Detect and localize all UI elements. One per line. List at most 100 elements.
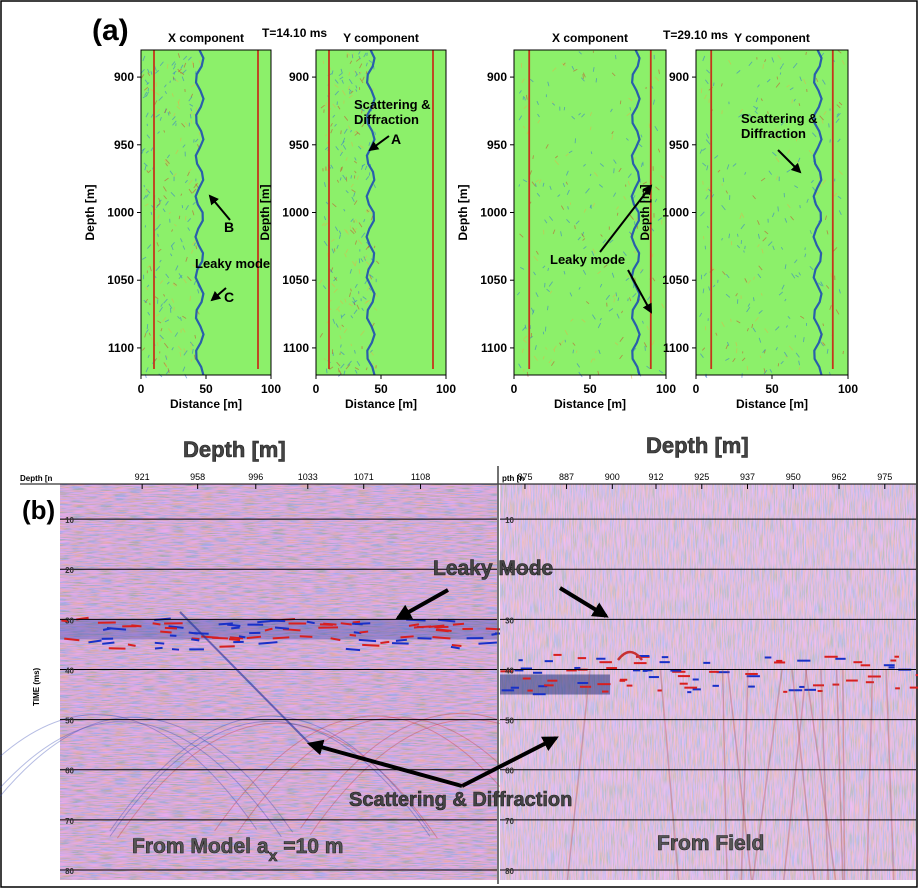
wave-texture [760,98,763,102]
wave-texture [324,182,326,188]
wave-texture [179,137,182,142]
y-tick-label: 900 [487,70,507,84]
wave-texture [533,355,538,361]
wave-texture [163,195,167,200]
wave-texture [748,113,752,117]
wave-texture [337,105,341,110]
wave-texture [147,354,150,359]
scatter-event [835,669,844,881]
wave-texture [798,272,801,276]
wave-texture [657,148,661,153]
y-tick-label: 1100 [481,341,507,355]
wave-texture [706,69,711,74]
wave-texture [373,245,376,249]
depth-tick-label: 975 [877,472,892,482]
wave-texture [518,184,521,187]
wave-texture [181,123,186,128]
wave-texture [651,253,654,258]
x-tick-label: 100 [261,382,281,396]
wave-texture [533,271,536,276]
wave-texture [790,216,794,221]
wave-texture [622,251,627,256]
wave-texture [155,92,160,96]
wave-texture [754,316,759,322]
wave-texture [164,84,167,88]
wave-texture [589,173,592,177]
wave-texture [627,298,629,302]
wave-texture [148,169,152,173]
wave-texture [797,157,801,163]
wave-texture [744,245,746,250]
wave-texture [522,179,528,183]
wave-texture [159,280,164,284]
scatter-event [804,669,837,881]
wave-texture [192,201,196,206]
wave-texture [646,325,650,331]
wave-texture [654,198,658,203]
wave-texture [785,325,788,328]
wave-texture [195,183,199,189]
wave-texture [523,96,526,101]
annotation-leaky-1: Leaky mode [195,256,270,271]
wave-texture [826,348,829,354]
wave-texture [365,299,370,303]
wave-texture [189,103,194,107]
wave-texture [359,78,364,84]
wave-texture [192,210,195,216]
wave-texture [361,123,365,128]
wave-texture [565,153,569,157]
wave-texture [349,229,355,235]
wave-texture [819,115,824,121]
wave-texture [354,132,359,136]
wave-texture [145,286,149,291]
wave-texture [188,179,193,185]
arrival-wavelet [413,625,432,629]
wave-texture [347,125,351,130]
wave-texture [772,245,775,251]
wave-texture [799,76,802,82]
diffraction-hyperbola [109,720,431,837]
annotation-b: B [224,219,234,235]
x-tick-label: 100 [838,382,858,396]
wave-texture [155,113,160,118]
wave-texture [354,240,358,245]
x-tick-label: 0 [138,382,145,396]
wavefront [194,49,205,376]
wave-texture [164,363,168,368]
wave-texture [357,71,362,76]
wave-texture [822,79,826,85]
wave-texture [522,125,526,129]
wave-texture [333,288,338,293]
wave-texture [188,168,192,173]
wave-texture [812,186,816,191]
wave-texture [551,361,555,366]
wave-texture [615,292,618,297]
wave-texture [341,324,344,328]
wave-texture [154,100,158,105]
left-section-noise [60,484,497,880]
wave-texture [353,309,358,315]
scatter-event [179,611,311,745]
wave-texture [615,206,619,210]
wave-texture [165,273,170,279]
plot-title: Y component [343,31,419,45]
wave-texture [634,277,636,282]
wave-texture [768,170,773,175]
wave-texture [191,348,194,354]
wave-texture [571,115,576,120]
arrival-wavelet [452,622,465,626]
wave-texture [174,223,177,227]
wave-texture [357,239,363,245]
wave-texture [157,233,159,237]
right-seismic-section [500,484,918,881]
depth-tick-label: 1071 [354,472,374,482]
wave-texture [519,233,524,238]
wave-texture [325,201,329,205]
wave-texture [526,371,529,377]
scatter-event [783,669,808,881]
wave-texture [803,78,807,85]
wave-texture [595,78,598,83]
wave-texture [178,215,181,220]
wave-texture [597,270,601,275]
